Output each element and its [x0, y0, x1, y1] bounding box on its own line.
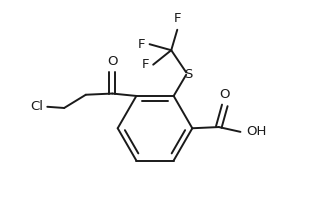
Text: O: O — [107, 54, 117, 68]
Text: F: F — [141, 58, 149, 71]
Text: OH: OH — [246, 125, 267, 138]
Text: F: F — [174, 12, 181, 26]
Text: F: F — [138, 38, 145, 51]
Text: Cl: Cl — [30, 100, 43, 113]
Text: O: O — [219, 88, 230, 101]
Text: S: S — [184, 68, 192, 81]
